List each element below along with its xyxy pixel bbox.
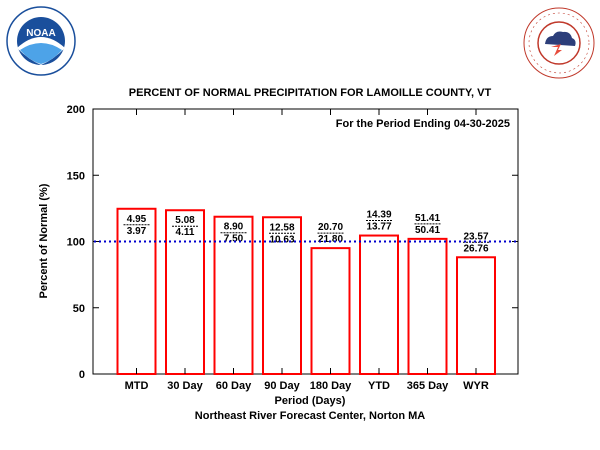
observed-label: 8.90	[224, 222, 244, 233]
observed-label: 51.41	[415, 213, 440, 224]
normal-label: 3.97	[127, 226, 147, 237]
x-tick-label: 60 Day	[216, 380, 252, 392]
y-tick-label: 200	[67, 104, 85, 116]
bar	[359, 234, 399, 375]
observed-label: 20.70	[318, 222, 343, 233]
normal-label: 7.50	[224, 234, 244, 245]
x-tick-label: 90 Day	[264, 380, 300, 392]
observed-label: 4.95	[127, 214, 147, 225]
x-tick-label: 30 Day	[167, 380, 203, 392]
observed-label: 5.08	[175, 215, 195, 226]
normal-label: 50.41	[415, 225, 440, 236]
y-tick-label: 100	[67, 237, 85, 249]
observed-label: 14.39	[366, 210, 391, 221]
normal-label: 13.77	[366, 222, 391, 233]
observed-label: 12.58	[269, 222, 294, 233]
normal-label: 10.63	[269, 234, 294, 245]
bar	[456, 256, 496, 375]
bars: 4.953.975.084.118.907.5012.5810.6320.702…	[116, 207, 496, 375]
observed-label: 23.57	[463, 231, 488, 242]
chart-footer: Northeast River Forecast Center, Norton …	[195, 410, 425, 422]
y-tick-label: 150	[67, 170, 85, 182]
y-axis: 0 50 100 150 200	[67, 104, 518, 381]
y-axis-label: Percent of Normal (%)	[38, 183, 50, 298]
x-axis-label: Period (Days)	[275, 395, 346, 407]
chart-title: PERCENT OF NORMAL PRECIPITATION FOR LAMO…	[129, 87, 492, 99]
x-tick-label: 365 Day	[407, 380, 449, 392]
x-tick-label: WYR	[463, 380, 489, 392]
x-tick-label: 180 Day	[310, 380, 352, 392]
y-tick-label: 0	[79, 369, 85, 381]
normal-label: 21.80	[318, 234, 343, 245]
normal-label: 4.11	[176, 227, 195, 238]
y-tick-label: 50	[73, 303, 85, 315]
bar	[407, 237, 448, 375]
bar	[310, 247, 351, 375]
noaa-logo-icon: NOAA	[6, 6, 76, 76]
chart-subtitle: For the Period Ending 04-30-2025	[336, 118, 510, 130]
noaa-logo-text: NOAA	[26, 28, 55, 39]
normal-label: 26.76	[463, 243, 488, 254]
x-axis: MTD 30 Day 60 Day 90 Day 180 Day YTD 365 Day WY…	[125, 109, 489, 392]
x-tick-label: MTD	[125, 380, 149, 392]
x-tick-label: YTD	[368, 380, 390, 392]
nws-logo-icon	[523, 7, 595, 79]
